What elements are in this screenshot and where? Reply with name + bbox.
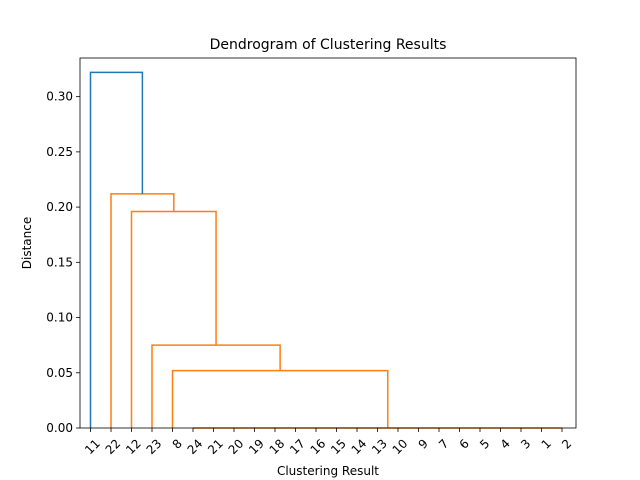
- y-tick-label: 0.10: [46, 311, 73, 325]
- y-tick-label: 0.00: [46, 421, 73, 435]
- chart-title: Dendrogram of Clustering Results: [210, 37, 447, 53]
- y-axis-label: Distance: [20, 217, 34, 269]
- y-tick-label: 0.15: [46, 255, 73, 269]
- plot-frame: [79, 57, 577, 429]
- link-11-22: [89, 71, 144, 428]
- link-22-12: [110, 193, 175, 428]
- y-tick-label: 0.20: [46, 200, 73, 214]
- y-tick-label: 0.30: [46, 90, 73, 104]
- y-tick-label: 0.05: [46, 366, 73, 380]
- y-axis: 0.00 0.05 0.10 0.15 0.20 0.25 0.30: [46, 90, 80, 435]
- y-tick-label: 0.25: [46, 145, 73, 159]
- x-axis-label: Clustering Result: [277, 464, 379, 478]
